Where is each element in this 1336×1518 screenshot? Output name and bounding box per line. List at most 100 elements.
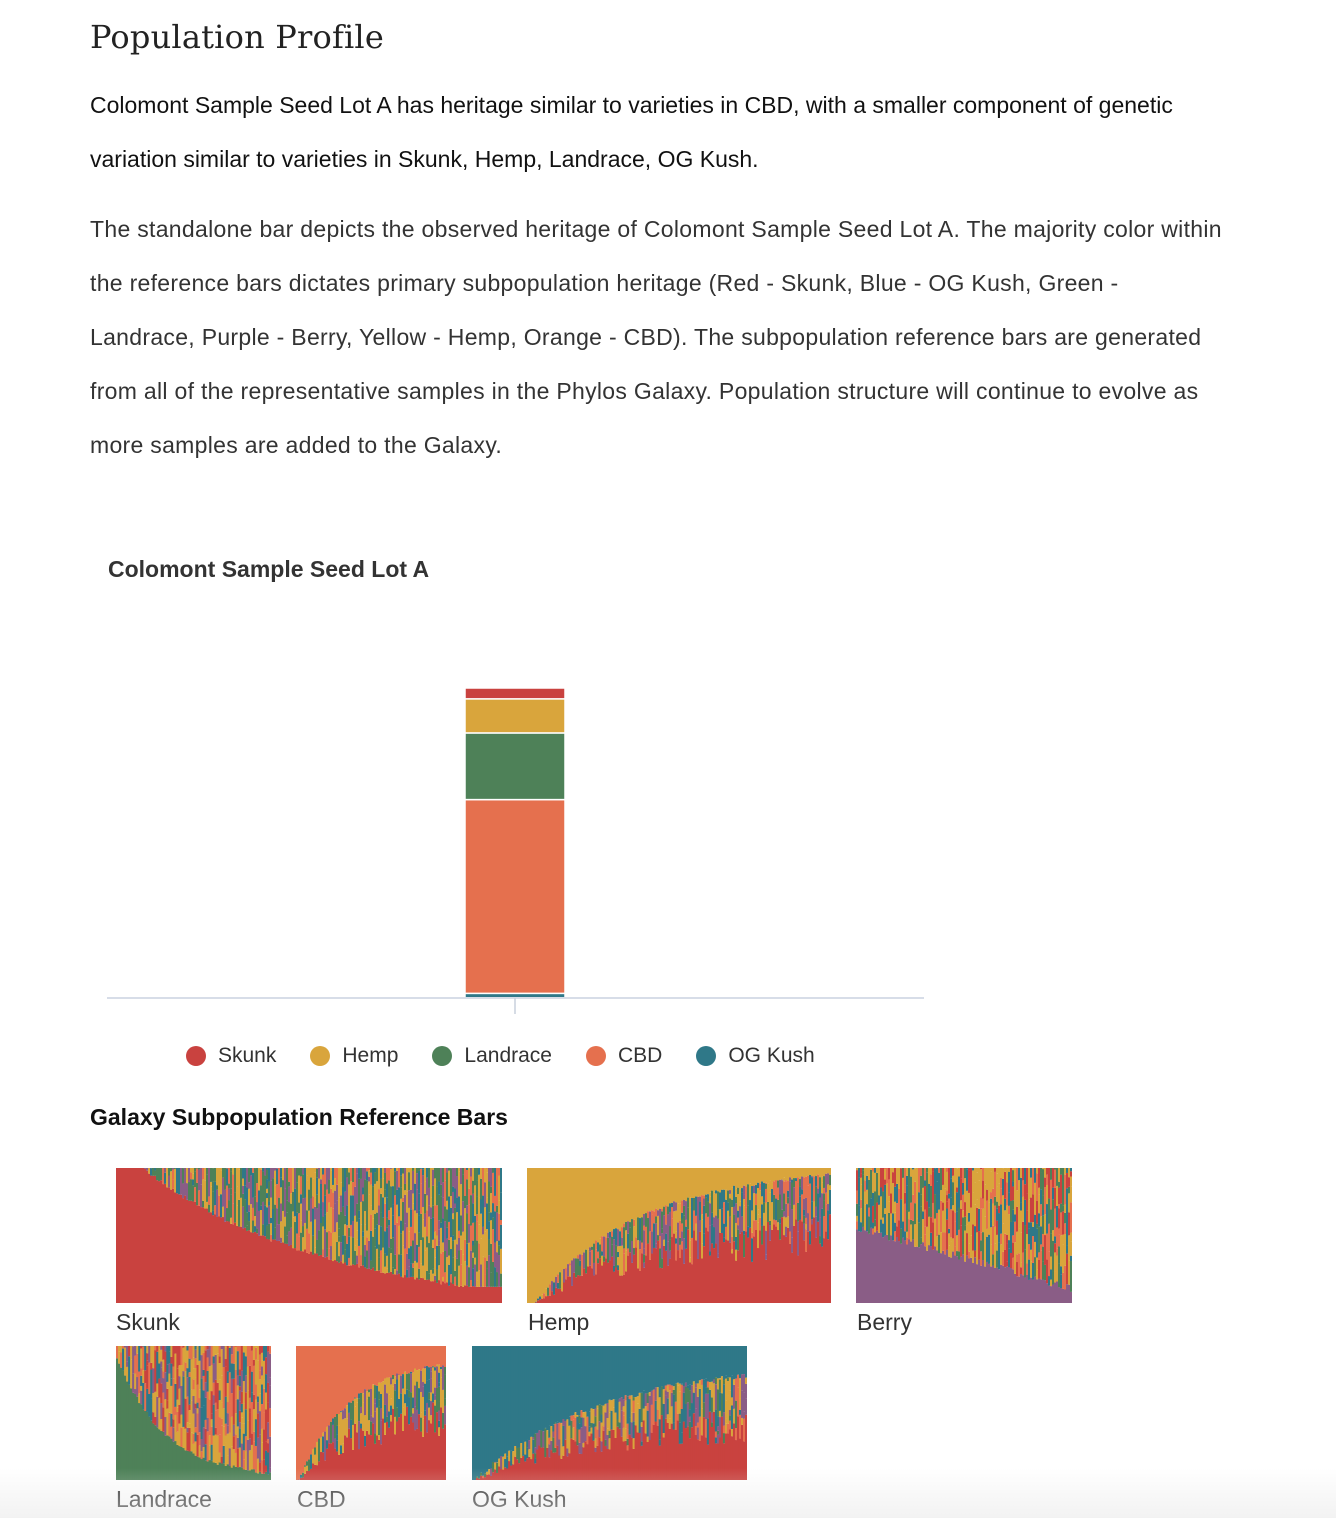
reference-column-segment [490,1243,493,1273]
bar-segment-skunk[interactable] [464,687,566,700]
reference-column-segment [686,1385,690,1389]
reference-column-segment [240,1197,243,1227]
reference-column-segment [444,1168,447,1181]
reference-column-segment [646,1436,650,1443]
reference-column-segment [430,1207,433,1219]
reference-column-segment [700,1435,704,1480]
reference-column-segment [476,1271,479,1281]
reference-column-segment [256,1383,260,1397]
reference-column-segment [402,1277,405,1303]
reference-column-segment [408,1259,411,1267]
reference-column-segment [795,1203,798,1220]
reference-column-segment [262,1168,265,1172]
reference-column-segment [128,1346,131,1357]
reference-column-segment [633,1168,636,1220]
reference-column-segment [590,1427,594,1434]
reference-column-segment [664,1385,668,1391]
reference-column-segment [1028,1259,1031,1280]
reference-column-segment [567,1168,570,1265]
reference-column-segment [576,1416,579,1429]
reference-column-segment [1012,1209,1015,1222]
reference-column-segment [198,1445,202,1458]
reference-column-segment [701,1219,704,1244]
reference-column-segment [410,1373,413,1393]
reference-column-segment [729,1216,732,1243]
reference-column-segment [398,1398,401,1418]
reference-column-segment [701,1195,704,1215]
reference-column-segment [118,1168,121,1303]
reference-column-segment [980,1265,983,1303]
reference-column-segment [712,1383,716,1412]
reference-column-segment [400,1233,403,1255]
reference-column-segment [639,1249,642,1271]
reference-column-segment [739,1206,742,1234]
reference-column-segment [1050,1179,1053,1210]
bar-segment-landrace[interactable] [464,732,566,801]
reference-column-segment [705,1194,708,1198]
reference-column-segment [886,1204,889,1235]
bar-segment-hemp[interactable] [464,698,566,734]
reference-column-segment [174,1192,177,1303]
reference-column-segment [436,1346,439,1365]
reference-column-segment [444,1367,446,1375]
reference-column-segment [976,1264,979,1303]
reference-column-segment [260,1460,264,1474]
reference-column-segment [430,1168,433,1182]
reference-column-segment [528,1440,531,1450]
reference-column-segment [805,1217,808,1224]
reference-column-segment [426,1346,429,1367]
reference-column-segment [484,1231,487,1258]
reference-column-segment [336,1242,339,1262]
reference-column-segment [188,1451,192,1480]
reference-column-segment [738,1398,742,1410]
reference-column-segment [904,1168,907,1193]
reference-column-segment [318,1438,321,1462]
legend-item-og-kush[interactable]: OG Kush [696,1044,815,1068]
legend-item-cbd[interactable]: CBD [585,1044,662,1068]
bar-segment-cbd[interactable] [464,798,566,995]
reference-column-segment [583,1252,586,1269]
reference-column-segment [908,1219,911,1240]
reference-column-segment [719,1192,722,1210]
reference-column-segment [611,1231,614,1237]
reference-column-segment [424,1213,427,1227]
legend-item-landrace[interactable]: Landrace [432,1044,552,1068]
reference-column-segment [886,1183,889,1205]
reference-column-segment [120,1168,123,1303]
reference-column-segment [652,1424,656,1480]
legend-label-landrace: Landrace [464,1044,552,1067]
reference-column-segment [350,1346,353,1403]
legend-item-hemp[interactable]: Hemp [310,1044,398,1068]
stacked-bar[interactable] [464,687,566,999]
legend-item-skunk[interactable]: Skunk [186,1044,276,1068]
reference-column-segment [603,1236,606,1257]
reference-column-segment [613,1265,616,1272]
reference-column-segment [737,1229,740,1251]
reference-column-segment [314,1247,317,1254]
reference-column-segment [954,1168,957,1179]
reference-column-segment [725,1168,728,1190]
reference-column-segment [537,1298,540,1301]
reference-column-segment [232,1203,235,1225]
reference-column-segment [160,1419,163,1432]
reference-column-segment [584,1411,588,1427]
reference-column-segment [763,1212,766,1226]
reference-column-segment [192,1413,196,1434]
reference-column-segment [548,1425,551,1438]
reference-column-segment [773,1219,776,1225]
reference-column-segment [738,1346,742,1379]
reference-column-segment [248,1211,251,1222]
reference-column-segment [288,1181,291,1187]
reference-column-segment [744,1346,747,1378]
reference-column-segment [896,1203,899,1227]
reference-column-segment [156,1383,159,1397]
reference-column-segment [658,1419,662,1440]
reference-column-segment [705,1227,708,1303]
reference-column-segment [684,1382,688,1387]
reference-column-segment [749,1227,752,1303]
reference-column-segment [659,1236,662,1249]
reference-column-segment [258,1411,262,1435]
reference-column-segment [186,1432,190,1451]
reference-column-segment [719,1209,722,1233]
reference-column-segment [158,1349,161,1364]
